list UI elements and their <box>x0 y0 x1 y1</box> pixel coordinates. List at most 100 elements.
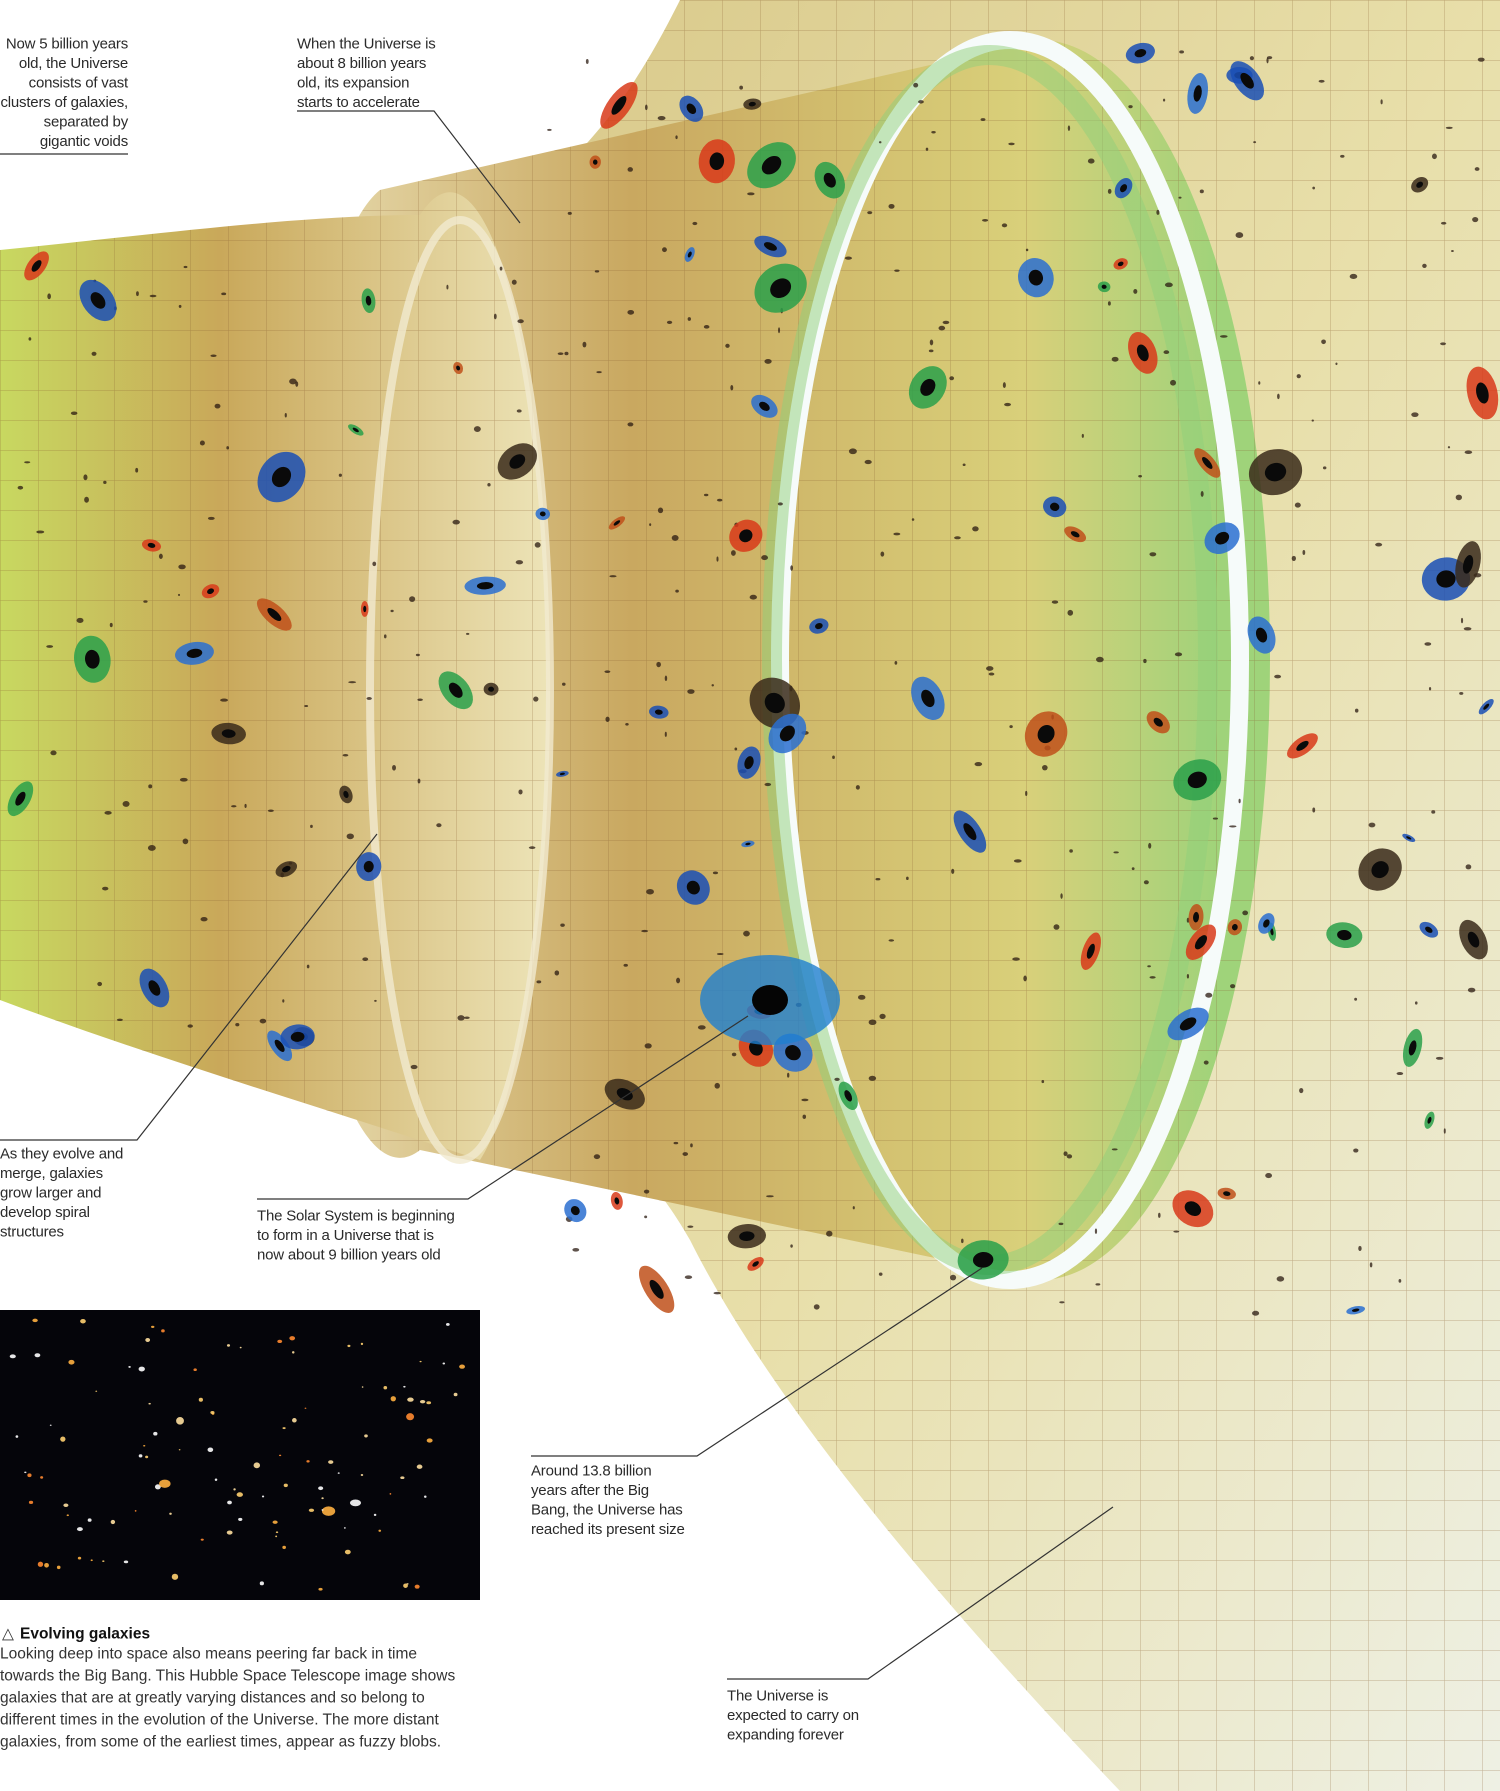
galaxy-dot <box>372 561 377 567</box>
galaxy-core <box>15 791 26 806</box>
photo-galaxy <box>153 1431 158 1436</box>
photo-galaxy <box>261 1495 265 1498</box>
galaxy-dot <box>711 684 714 687</box>
galaxy-dot <box>687 689 695 694</box>
galaxy-dot <box>664 675 668 682</box>
galaxy-core <box>739 1231 755 1242</box>
photo-galaxy <box>321 1497 324 1500</box>
photo-galaxy <box>143 1444 146 1447</box>
photo-galaxy <box>56 1565 61 1570</box>
galaxy-dot <box>515 560 524 565</box>
galaxy-dot <box>878 141 882 144</box>
galaxy-core <box>343 790 349 798</box>
galaxy-core <box>31 260 42 272</box>
galaxy-dot <box>1294 502 1301 508</box>
galaxy-dot <box>84 496 89 503</box>
galaxy-dot <box>177 593 181 597</box>
photo-galaxy <box>145 1455 149 1459</box>
galaxy-core <box>1371 861 1389 879</box>
galaxy-dot <box>974 762 983 767</box>
galaxy-core <box>1187 771 1207 789</box>
galaxy-dot <box>1001 223 1008 228</box>
galaxy-dot <box>1158 1212 1161 1218</box>
galaxy-dot <box>1335 362 1338 366</box>
galaxy-dot <box>1025 790 1028 797</box>
galaxy-dot <box>712 871 719 875</box>
galaxy-dot <box>1111 356 1119 362</box>
galaxy-core <box>920 378 936 396</box>
galaxy-dot <box>1149 976 1156 979</box>
galaxy-dot <box>1459 692 1464 695</box>
galaxies <box>7 42 1499 1316</box>
galaxy-core <box>759 401 770 411</box>
caption-title: Evolving galaxies <box>20 1625 150 1642</box>
galaxy-dot <box>801 1098 809 1102</box>
galaxy-dot <box>1354 708 1359 713</box>
galaxy-dot <box>1025 248 1029 252</box>
galaxy-dot <box>1312 807 1316 813</box>
galaxy-dot <box>1095 1283 1101 1286</box>
photo-galaxy <box>110 1519 116 1525</box>
galaxy-dot <box>457 1015 465 1021</box>
galaxy-dot <box>1467 987 1476 993</box>
caption-line: towards the Big Bang. This Hubble Space … <box>0 1667 455 1684</box>
galaxy-dot <box>1060 893 1063 899</box>
galaxy-dot <box>1445 126 1453 129</box>
photo-galaxy <box>151 1325 155 1328</box>
galaxy-dot <box>511 279 517 285</box>
galaxy-dot <box>1149 552 1157 557</box>
galaxy-dot <box>1277 393 1280 400</box>
galaxy-core <box>649 1279 664 1299</box>
photo-galaxy <box>416 1464 423 1469</box>
galaxy-dot <box>675 135 678 140</box>
galaxy-dot <box>1066 1154 1073 1159</box>
photo-galaxy <box>321 1509 324 1511</box>
photo-galaxy <box>343 1527 346 1529</box>
galaxy-dot <box>832 755 835 760</box>
annotation-line: expected to carry on <box>727 1707 859 1724</box>
galaxy-dot <box>259 1018 267 1024</box>
galaxy-dot <box>982 219 989 222</box>
galaxy-core <box>613 520 621 526</box>
galaxy-dot <box>766 1195 774 1198</box>
galaxy-core <box>744 756 754 770</box>
galaxy-dot <box>690 1143 693 1148</box>
galaxy-dot <box>716 952 724 956</box>
galaxy-dot <box>868 1019 877 1026</box>
galaxy-dot <box>235 1022 240 1027</box>
galaxy-dot <box>880 551 885 557</box>
galaxy-dot <box>1163 350 1170 355</box>
photo-galaxy <box>28 1500 34 1505</box>
galaxy-dot <box>703 493 709 497</box>
galaxy-dot <box>390 609 394 613</box>
galaxy-dot <box>925 147 929 151</box>
galaxy-dot <box>834 1077 840 1081</box>
galaxy-dot <box>158 553 163 559</box>
galaxy-core <box>290 1031 305 1042</box>
galaxy-dot <box>1440 342 1447 346</box>
galaxy-dot <box>1131 867 1135 871</box>
photo-galaxy <box>134 1510 137 1512</box>
galaxy-core <box>570 1205 580 1216</box>
photo-galaxy <box>214 1478 218 1481</box>
galaxy-dot <box>221 292 227 296</box>
galaxy-dot <box>855 785 860 790</box>
galaxy-dot <box>950 1274 957 1281</box>
galaxy-dot <box>282 999 285 1003</box>
galaxy-dot <box>857 994 866 1000</box>
galaxy-dot <box>1375 542 1383 547</box>
galaxy-dot <box>625 723 629 726</box>
galaxy-dot <box>147 844 156 851</box>
annotation-line: When the Universe is <box>297 35 436 52</box>
photo-galaxy <box>360 1342 364 1346</box>
photo-galaxy <box>272 1520 278 1524</box>
galaxy-core <box>770 278 792 299</box>
galaxy-core <box>221 729 236 738</box>
galaxy-dot <box>178 304 182 308</box>
galaxy-core <box>559 772 565 776</box>
galaxy-dot <box>1004 402 1011 407</box>
photo-galaxy <box>328 1460 334 1464</box>
galaxy-dot <box>24 461 31 464</box>
